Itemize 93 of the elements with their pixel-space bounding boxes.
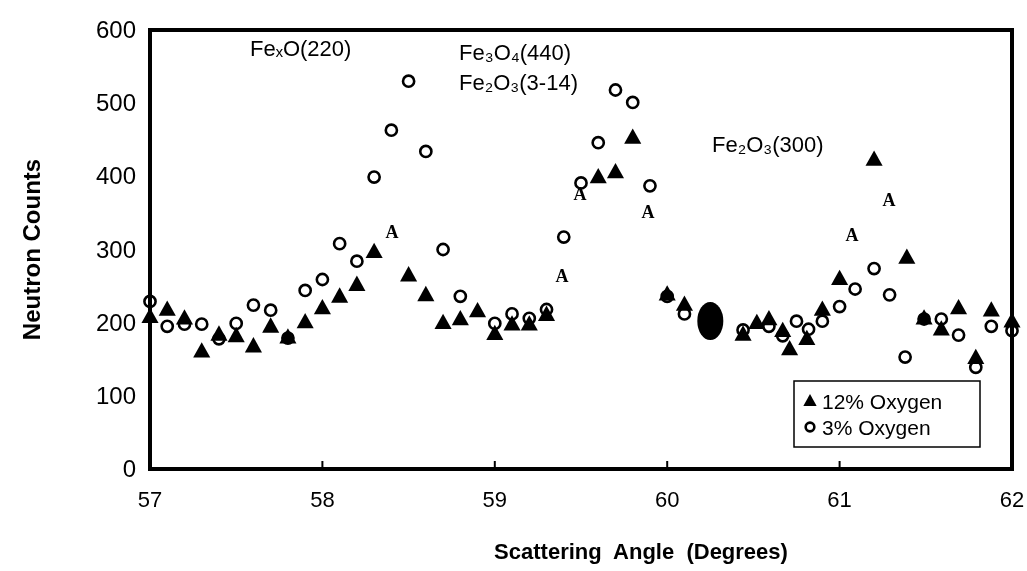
point [436, 242, 450, 257]
y-tick-label: 400 [95, 162, 136, 190]
y-tick-label: 100 [95, 381, 136, 409]
point [882, 287, 897, 302]
annotation: A [845, 225, 859, 245]
point [263, 303, 278, 318]
y-tick-label: 200 [95, 308, 136, 336]
x-tick-label: 59 [482, 487, 508, 512]
point [932, 320, 950, 336]
y-tick-label: 0 [122, 455, 136, 482]
point [367, 170, 381, 184]
point [951, 328, 966, 342]
point [624, 128, 642, 144]
point [229, 316, 244, 331]
point [227, 326, 245, 343]
x-axis-title: Scattering Angle (Degrees) [494, 539, 788, 564]
point [608, 83, 623, 97]
point [556, 230, 571, 244]
point [193, 342, 211, 358]
point [315, 272, 330, 287]
y-tick-label: 300 [95, 235, 136, 263]
point [813, 300, 831, 316]
x-tick-label: 60 [654, 487, 680, 512]
point [591, 135, 606, 150]
point [643, 178, 657, 193]
annotation: A [555, 266, 569, 286]
point [898, 350, 912, 364]
annotation: A [882, 190, 896, 210]
legend-label: 12% Oxygen [822, 390, 943, 413]
point [434, 313, 452, 329]
x-tick-label: 61 [827, 487, 852, 512]
point [832, 299, 847, 314]
point [417, 285, 435, 302]
point [801, 322, 816, 337]
point [194, 317, 209, 332]
point [296, 312, 314, 329]
y-axis-title: Neutron Counts [18, 158, 45, 341]
annotation: Fe₂O₃(3-14) [459, 70, 578, 95]
point [486, 324, 504, 340]
point [160, 319, 175, 334]
point [982, 301, 1000, 317]
point [522, 311, 537, 326]
point [898, 248, 916, 264]
point [331, 287, 349, 303]
point [984, 319, 999, 334]
y-tick-label: 500 [95, 89, 136, 117]
point [660, 289, 675, 304]
point [158, 300, 176, 316]
point [212, 331, 226, 346]
point [539, 302, 554, 317]
point [453, 289, 468, 304]
point [589, 168, 607, 184]
point [313, 299, 331, 315]
annotation: Fe₃O₄(440) [459, 40, 572, 65]
point [451, 310, 469, 326]
x-tick-label: 58 [310, 487, 335, 512]
point [865, 150, 883, 166]
point [418, 144, 433, 159]
point [505, 307, 519, 321]
point [831, 269, 849, 286]
annotation: A [641, 202, 655, 222]
point [365, 242, 383, 258]
annotation: A [385, 222, 399, 242]
legend-label: 3% Oxygen [822, 416, 931, 439]
point [246, 298, 261, 312]
point [867, 261, 881, 276]
x-tick-label: 62 [999, 487, 1025, 512]
point [848, 282, 862, 296]
point [401, 74, 416, 89]
y-tick-label: 600 [95, 16, 136, 43]
point [606, 162, 625, 179]
x-tick-label: 57 [137, 487, 163, 512]
point [332, 236, 347, 251]
point [298, 283, 313, 298]
point [469, 301, 487, 318]
point [781, 340, 799, 356]
point [350, 254, 364, 269]
point [143, 294, 157, 309]
point [348, 275, 366, 291]
point [950, 299, 968, 315]
point [262, 317, 280, 333]
annotation: Fe₂O₃(300) [712, 132, 824, 157]
point [400, 266, 418, 282]
point [244, 337, 262, 353]
point [384, 123, 399, 138]
point [934, 312, 949, 326]
point [487, 316, 502, 331]
point [736, 323, 750, 337]
point [815, 314, 830, 329]
point [625, 95, 640, 110]
annotation: FeₓO(220) [250, 36, 352, 61]
point [775, 328, 790, 343]
point [789, 314, 804, 329]
